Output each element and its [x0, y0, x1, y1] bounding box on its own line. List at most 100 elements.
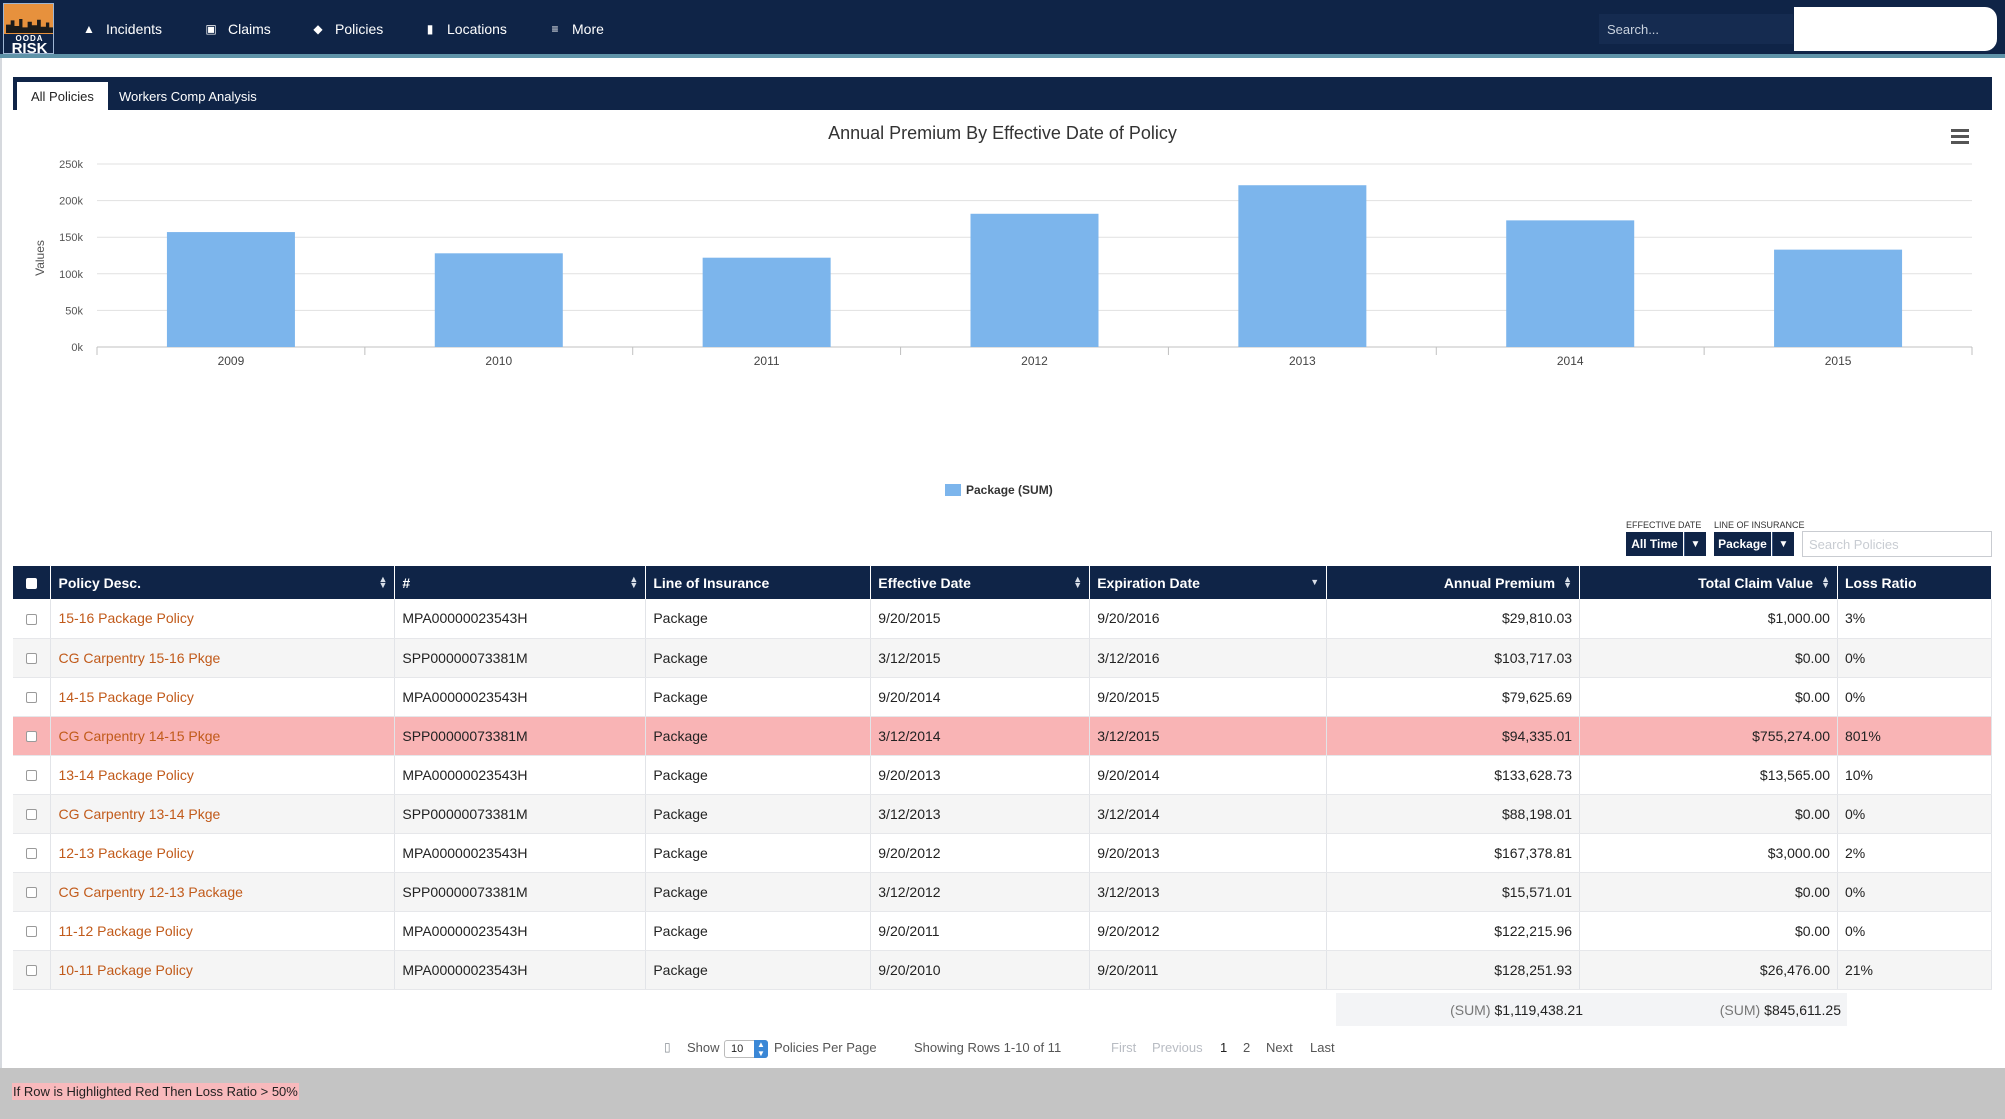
- col-loss-ratio[interactable]: Loss Ratio: [1837, 566, 1993, 599]
- row-checkbox[interactable]: [26, 926, 38, 938]
- table-row[interactable]: 14-15 Package Policy MPA00000023543H Packa…: [13, 677, 1993, 717]
- sort-icon[interactable]: ▲ ▼: [378, 574, 388, 590]
- col-effective-date[interactable]: Effective Date ▲ ▼: [870, 566, 1091, 599]
- table-row[interactable]: 12-13 Package Policy MPA00000023543H Packa…: [13, 833, 1993, 873]
- row-checkbox[interactable]: [26, 848, 38, 860]
- pager-last[interactable]: Last: [1310, 1040, 1335, 1055]
- policy-desc-cell: 11-12 Package Policy: [50, 911, 396, 951]
- table-row[interactable]: CG Carpentry 15-16 Pkge SPP00000073381M Pa…: [13, 638, 1993, 678]
- tab-all-policies[interactable]: All Policies: [17, 82, 108, 110]
- nav-claims-label: Claims: [228, 21, 271, 37]
- row-checkbox[interactable]: [26, 770, 38, 782]
- loss-ratio-cell: 10%: [1837, 755, 1993, 795]
- policy-number-cell: SPP00000073381M: [394, 794, 647, 834]
- nav-policies[interactable]: ◆ Policies: [311, 19, 383, 39]
- x-tick-label: 2009: [218, 354, 245, 368]
- page-size-select[interactable]: 10 ▲ ▼: [724, 1040, 768, 1058]
- claim-value-cell: $13,565.00: [1579, 755, 1838, 795]
- sort-icon[interactable]: ▲ ▼: [1073, 574, 1083, 590]
- row-checkbox-cell: [13, 638, 52, 678]
- legend-footnote: If Row is Highlighted Red Then Loss Rati…: [12, 1083, 299, 1100]
- row-checkbox[interactable]: [26, 614, 38, 626]
- row-checkbox[interactable]: [26, 653, 38, 665]
- policy-desc-cell: 15-16 Package Policy: [50, 599, 396, 639]
- policy-link[interactable]: 11-12 Package Policy: [58, 922, 193, 939]
- table-row[interactable]: CG Carpentry 12-13 Package SPP00000073381…: [13, 872, 1993, 912]
- policy-number-cell: MPA00000023543H: [394, 911, 647, 951]
- nav-incidents[interactable]: ▲ Incidents: [82, 19, 162, 39]
- policy-desc-cell: 10-11 Package Policy: [50, 950, 396, 990]
- ooda-risk-logo[interactable]: OODA RISK: [3, 3, 54, 54]
- table-row[interactable]: 10-11 Package Policy MPA00000023543H Packa…: [13, 950, 1993, 990]
- chart-menu-icon[interactable]: [1951, 129, 1969, 145]
- policy-link[interactable]: CG Carpentry 13-14 Pkge: [58, 805, 221, 822]
- policy-link[interactable]: 15-16 Package Policy: [58, 610, 194, 627]
- table-row[interactable]: 15-16 Package Policy MPA00000023543H Packa…: [13, 599, 1993, 639]
- x-tick-label: 2015: [1825, 354, 1852, 368]
- col-line-of-insurance[interactable]: Line of Insurance: [645, 566, 872, 599]
- col-total-claim-value[interactable]: Total Claim Value ▲ ▼: [1579, 566, 1838, 599]
- policy-link[interactable]: CG Carpentry 14-15 Pkge: [58, 727, 221, 744]
- annual-premium-cell: $29,810.03: [1326, 599, 1581, 639]
- global-search-input[interactable]: [1599, 14, 1793, 44]
- policy-number-cell: MPA00000023543H: [394, 950, 647, 990]
- line-cell: Package: [645, 950, 872, 990]
- policy-link[interactable]: 12-13 Package Policy: [58, 844, 194, 861]
- col-number[interactable]: # ▲ ▼: [394, 566, 647, 599]
- effective-date-filter-button[interactable]: All Time: [1626, 532, 1683, 556]
- table-row[interactable]: 13-14 Package Policy MPA00000023543H Packa…: [13, 755, 1993, 795]
- bar: [1774, 249, 1903, 347]
- table-row[interactable]: CG Carpentry 13-14 Pkge SPP00000073381M Pa…: [13, 794, 1993, 834]
- annual-premium-cell: $128,251.93: [1326, 950, 1581, 990]
- table-row[interactable]: 11-12 Package Policy MPA00000023543H Packa…: [13, 911, 1993, 951]
- row-checkbox[interactable]: [26, 809, 38, 821]
- pager-first[interactable]: First: [1111, 1040, 1137, 1055]
- claim-value-cell: $0.00: [1579, 911, 1838, 951]
- loss-ratio-cell: 0%: [1837, 677, 1993, 717]
- claim-value-cell: $0.00: [1579, 794, 1838, 834]
- sort-icon[interactable]: ▲ ▼: [1821, 574, 1830, 590]
- show-label: Show: [687, 1040, 720, 1055]
- user-account-box[interactable]: [1794, 7, 1997, 51]
- col-annual-premium[interactable]: Annual Premium ▲ ▼: [1326, 566, 1581, 599]
- col-policy-desc[interactable]: Policy Desc. ▲ ▼: [50, 566, 396, 599]
- x-tick-label: 2012: [1021, 354, 1048, 368]
- tab-workers-comp-analysis[interactable]: Workers Comp Analysis: [119, 88, 257, 104]
- policy-link[interactable]: CG Carpentry 12-13 Package: [58, 883, 243, 900]
- policy-link[interactable]: 10-11 Package Policy: [58, 961, 193, 978]
- nav-more[interactable]: ≡ More: [548, 19, 603, 39]
- effective-date-cell: 9/20/2010: [870, 950, 1091, 990]
- policy-link[interactable]: 13-14 Package Policy: [58, 766, 194, 783]
- line-of-insurance-caret-icon[interactable]: ▼: [1772, 532, 1794, 556]
- sort-icon[interactable]: ▲ ▼: [629, 574, 639, 590]
- pager-page-2[interactable]: 2: [1243, 1040, 1251, 1055]
- select-all-checkbox[interactable]: [26, 578, 38, 590]
- per-page-label: Policies Per Page: [774, 1040, 877, 1055]
- x-tick-label: 2011: [754, 354, 780, 368]
- col-expiration-label: Expiration Date: [1097, 574, 1200, 591]
- policy-link[interactable]: 14-15 Package Policy: [58, 688, 194, 705]
- select-all-cell: [13, 566, 52, 599]
- col-expiration-date[interactable]: Expiration Date ▼: [1089, 566, 1328, 599]
- nav-locations[interactable]: ▮ Locations: [423, 19, 507, 39]
- row-checkbox[interactable]: [26, 887, 38, 899]
- pager-next[interactable]: Next: [1266, 1040, 1293, 1055]
- line-of-insurance-filter-button[interactable]: Package: [1714, 532, 1771, 556]
- export-icon[interactable]: ▯: [664, 1040, 671, 1054]
- row-checkbox[interactable]: [26, 731, 38, 743]
- table-row[interactable]: CG Carpentry 14-15 Pkge SPP00000073381M Pa…: [13, 716, 1993, 756]
- row-checkbox[interactable]: [26, 965, 38, 977]
- row-checkbox[interactable]: [26, 692, 38, 704]
- effective-date-caret-icon[interactable]: ▼: [1684, 532, 1706, 556]
- loss-ratio-cell: 21%: [1837, 950, 1993, 990]
- effective-date-cell: 3/12/2015: [870, 638, 1091, 678]
- sort-icon[interactable]: ▲ ▼: [1563, 574, 1573, 590]
- pager-page-1[interactable]: 1: [1220, 1040, 1228, 1055]
- sort-desc-icon[interactable]: ▼: [1310, 577, 1320, 587]
- search-policies-input[interactable]: [1802, 531, 1992, 557]
- tag-icon: ◆: [313, 22, 323, 36]
- effective-date-cell: 3/12/2012: [870, 872, 1091, 912]
- pager-previous[interactable]: Previous: [1152, 1040, 1203, 1055]
- policy-link[interactable]: CG Carpentry 15-16 Pkge: [58, 649, 221, 666]
- nav-claims[interactable]: ▣ Claims: [204, 19, 271, 39]
